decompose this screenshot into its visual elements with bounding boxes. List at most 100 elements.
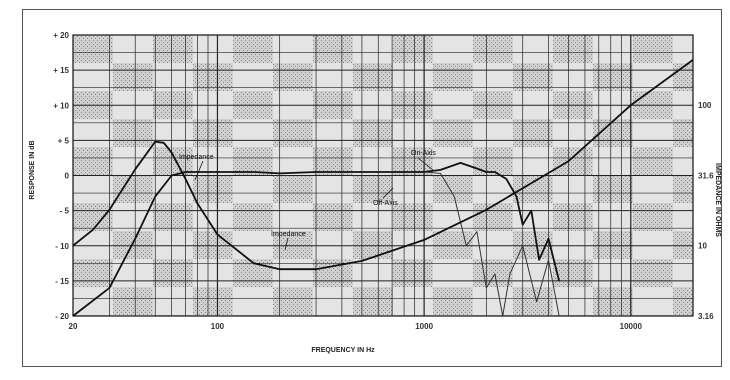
grid-band — [673, 175, 693, 203]
grid-band — [593, 259, 633, 287]
grid-band — [673, 147, 693, 175]
grid-band — [473, 35, 513, 63]
grid-band — [433, 119, 473, 147]
grid-band — [593, 175, 633, 203]
grid-band — [593, 147, 633, 175]
grid-band — [353, 63, 393, 91]
right-tick-label: 31.6 — [698, 172, 714, 181]
grid-band — [633, 287, 673, 315]
grid-band — [273, 175, 313, 203]
grid-band — [113, 259, 153, 287]
grid-band — [473, 203, 513, 231]
grid-band — [233, 35, 273, 63]
grid-band — [673, 203, 693, 231]
x-tick-label: 100 — [211, 322, 225, 331]
x-tick-label: 1000 — [415, 322, 433, 331]
grid-band — [433, 287, 473, 315]
grid-band — [153, 231, 193, 259]
grid-band — [113, 231, 153, 259]
grid-band — [153, 203, 193, 231]
grid-band — [633, 147, 673, 175]
grid-band — [73, 203, 113, 231]
grid-band — [113, 147, 153, 175]
grid-band — [593, 231, 633, 259]
grid-band — [153, 147, 193, 175]
grid-band — [233, 175, 273, 203]
grid-band — [353, 203, 393, 231]
grid-band — [473, 287, 513, 315]
grid-band — [593, 287, 633, 315]
y-tick-label: + 10 — [53, 101, 69, 110]
y-axis-title: RESPONSE IN dB — [29, 140, 36, 199]
grid-band — [153, 35, 193, 63]
grid-band — [73, 259, 113, 287]
grid-band — [153, 63, 193, 91]
grid-band — [473, 259, 513, 287]
leader-line-off-axis — [382, 187, 394, 199]
grid-band — [113, 287, 153, 315]
grid-band — [473, 231, 513, 259]
grid-band — [193, 35, 233, 63]
grid-band — [473, 63, 513, 91]
y-tick-label: - 10 — [55, 242, 69, 251]
y-tick-label: 0 — [65, 172, 70, 181]
right-tick-label: 100 — [698, 101, 712, 110]
grid-band — [593, 63, 633, 91]
plot-border — [72, 34, 694, 317]
grid-band — [313, 287, 353, 315]
grid-band — [313, 119, 353, 147]
x-axis-title: FREQUENCY IN Hz — [311, 347, 375, 354]
grid-band — [73, 35, 113, 63]
annotation-impedance-minimum: Impedance — [271, 231, 306, 238]
grid-band — [353, 231, 393, 259]
grid-band — [233, 119, 273, 147]
chart-frame: 20 100 1000 10000 + 20 + 15 + 10 + 5 0 - 5 - 10 - 1… — [22, 9, 722, 367]
grid-band — [633, 259, 673, 287]
grid-band — [393, 35, 433, 63]
grid-band — [233, 231, 273, 259]
y-tick-label: + 15 — [53, 66, 69, 75]
grid-band — [233, 63, 273, 91]
grid-band — [673, 287, 693, 315]
grid-band — [233, 203, 273, 231]
grid-band — [313, 231, 353, 259]
grid-band — [273, 119, 313, 147]
grid-band — [633, 203, 673, 231]
grid-band — [233, 147, 273, 175]
grid-band — [553, 35, 593, 63]
right-axis-title: IMPEDANCE IN OHMS — [714, 163, 721, 237]
grid-band — [473, 119, 513, 147]
grid-band — [593, 35, 633, 63]
y-tick-label: - 20 — [55, 312, 69, 321]
grid-band — [513, 147, 553, 175]
x-tick-label: 20 — [69, 322, 78, 331]
grid-band — [633, 119, 673, 147]
grid-band — [353, 119, 393, 147]
grid-band — [553, 259, 593, 287]
grid-band — [553, 63, 593, 91]
grid-band — [553, 231, 593, 259]
grid-band — [113, 63, 153, 91]
grid-band — [73, 63, 113, 91]
grid-band — [553, 287, 593, 315]
grid-band — [393, 175, 433, 203]
grid-band — [553, 203, 593, 231]
grid-band — [153, 175, 193, 203]
grid-band — [673, 35, 693, 63]
series-layer — [72, 59, 694, 317]
grid-band — [273, 147, 313, 175]
grid-band — [73, 231, 113, 259]
grid-band — [273, 35, 313, 63]
grid-band — [393, 287, 433, 315]
grid-band — [513, 119, 553, 147]
annotation-on-axis: On-Axis — [411, 150, 436, 157]
chart-svg: 20 100 1000 10000 + 20 + 15 + 10 + 5 0 - 5 - 10 - 1… — [29, 31, 721, 354]
grid-band — [113, 175, 153, 203]
grid-band — [73, 119, 113, 147]
grid-band — [393, 259, 433, 287]
grid-band — [73, 147, 113, 175]
grid-band — [193, 175, 233, 203]
y-tick-label: - 5 — [60, 207, 70, 216]
grid-band — [553, 119, 593, 147]
grid-band — [433, 63, 473, 91]
